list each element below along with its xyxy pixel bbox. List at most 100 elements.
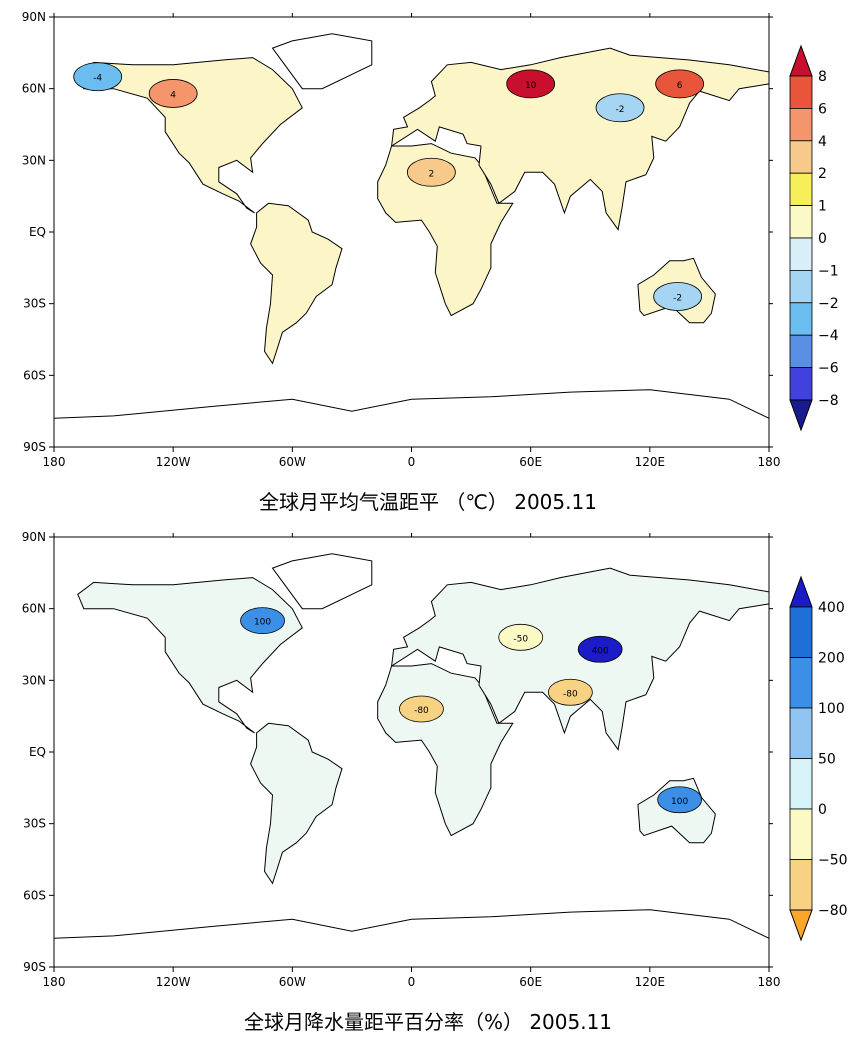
colorbar-box [789,367,813,401]
anomaly-region-eastern-siberia [655,69,705,99]
y-tick-label: 90S [23,960,46,974]
anomaly-region-western-tibet [577,635,623,663]
contour-label: -50 [513,634,528,644]
anomaly-regions: 10 6 -2 2 -2 -4 4 [73,62,705,311]
colorbar-label: 100 [818,701,845,717]
land-masses [53,33,770,448]
continent-outline [77,577,303,734]
y-tick-label: 30S [23,817,46,831]
colorbar-label: −50 [818,853,848,869]
colorbar-label: −4 [818,328,839,344]
colorbar-box [789,808,813,860]
y-tick-label: 90N [22,10,46,24]
anomaly-region-australia-interior [653,282,703,311]
x-tick-label: 60E [519,455,542,469]
y-tick-label: EQ [29,745,46,759]
colorbar-max-triangle [789,44,813,77]
colorbar-box [789,75,813,109]
colorbar: 400 200 100 50 0 −50 −80 [789,575,848,942]
colorbar-label: 6 [818,101,827,117]
y-tick-label: 90N [22,530,46,544]
colorbar-label: 200 [818,651,845,667]
y-tick-label: 30N [22,673,46,687]
continent-outline [53,909,770,968]
contour-label: 2 [428,169,434,179]
anomaly-region-alaska [73,62,123,92]
colorbar-label: 0 [818,231,827,247]
continent-outline [53,389,770,448]
land-masses [53,553,770,968]
contour-label: -4 [93,74,102,84]
y-tick-label: 90S [23,440,46,454]
continent-outline [77,57,303,214]
y-tick-label: 30S [23,297,46,311]
anomaly-region-north-africa [399,695,444,723]
colorbar-label: 50 [818,752,836,768]
colorbar-box [789,334,813,369]
colorbar-box [789,108,813,142]
colorbar-label: 4 [818,134,827,150]
colorbar-min-triangle [789,909,813,942]
anomaly-region-south-asia [547,678,593,706]
colorbar-box [789,758,813,810]
temperature-anomaly-panel: 10 6 -2 2 -2 -4 4 180 120W 60W 0 60E 120E 180 90N 60N 30… [0,0,856,520]
contour-label: -2 [616,105,625,115]
anomaly-region-eastern-canada [240,607,285,635]
x-tick-label: 120E [635,455,666,469]
colorbar-min-triangle [789,399,813,432]
colorbar-box [789,859,813,911]
x-tick-label: 120W [156,455,191,469]
y-tick-label: 60N [22,602,46,616]
contour-label: 400 [592,646,609,656]
colorbar-box [789,237,813,271]
colorbar-label: −1 [818,263,839,279]
x-tick-label: 0 [408,975,416,989]
x-tick-label: 60W [279,455,306,469]
precipitation-anomaly-panel: 400 -80 -50 -80 100 100 180 120W 60W 0 60E 120E 180 9… [0,520,856,1050]
y-tick-label: 60N [22,82,46,96]
contour-label: -80 [563,689,578,699]
colorbar-box [789,205,813,239]
contour-label: 100 [254,618,271,628]
colorbar-label: 2 [818,166,827,182]
colorbar-box [789,707,813,759]
x-tick-label: 120E [635,975,666,989]
continent-outline [271,553,373,610]
x-tick-label: 180 [758,975,781,989]
colorbar-label: 1 [818,199,827,215]
y-tick-label: 60S [23,368,46,382]
colorbar-box [789,302,813,336]
contour-label: -2 [673,294,682,304]
x-tick-label: 180 [43,975,66,989]
temperature-map-title: 全球月平均气温距平 （℃） 2005.11 [259,490,597,514]
anomaly-region-mongolia [595,93,645,123]
colorbar-label: −6 [818,361,839,377]
contour-label: 4 [170,90,176,100]
colorbar-box [789,657,813,709]
y-tick-label: 60S [23,888,46,902]
colorbar-box [789,172,813,206]
colorbar-box [789,269,813,304]
contour-label: 100 [671,797,688,807]
contour-label: 6 [677,81,683,91]
colorbar: 8 6 4 2 1 0 −1 −2 −4 −6 −8 [789,44,839,432]
contour-label: 10 [525,81,537,91]
anomaly-region-western-canada [148,79,198,108]
x-tick-label: 60W [279,975,306,989]
continent-outline [271,33,373,90]
colorbar-label: 0 [818,802,827,818]
anomaly-region-central-asia [498,623,544,651]
x-tick-label: 0 [408,455,416,469]
colorbar-max-triangle [789,575,813,608]
continent-outline [377,143,514,317]
colorbar-label: 400 [818,600,845,616]
x-tick-label: 60E [519,975,542,989]
contour-label: -80 [414,706,429,716]
anomaly-regions: 400 -80 -50 -80 100 100 [240,607,703,814]
colorbar-label: −2 [818,296,839,312]
x-tick-label: 180 [43,455,66,469]
x-tick-label: 180 [758,455,781,469]
colorbar-box [789,606,813,658]
anomaly-region-northern-australia [657,786,703,814]
